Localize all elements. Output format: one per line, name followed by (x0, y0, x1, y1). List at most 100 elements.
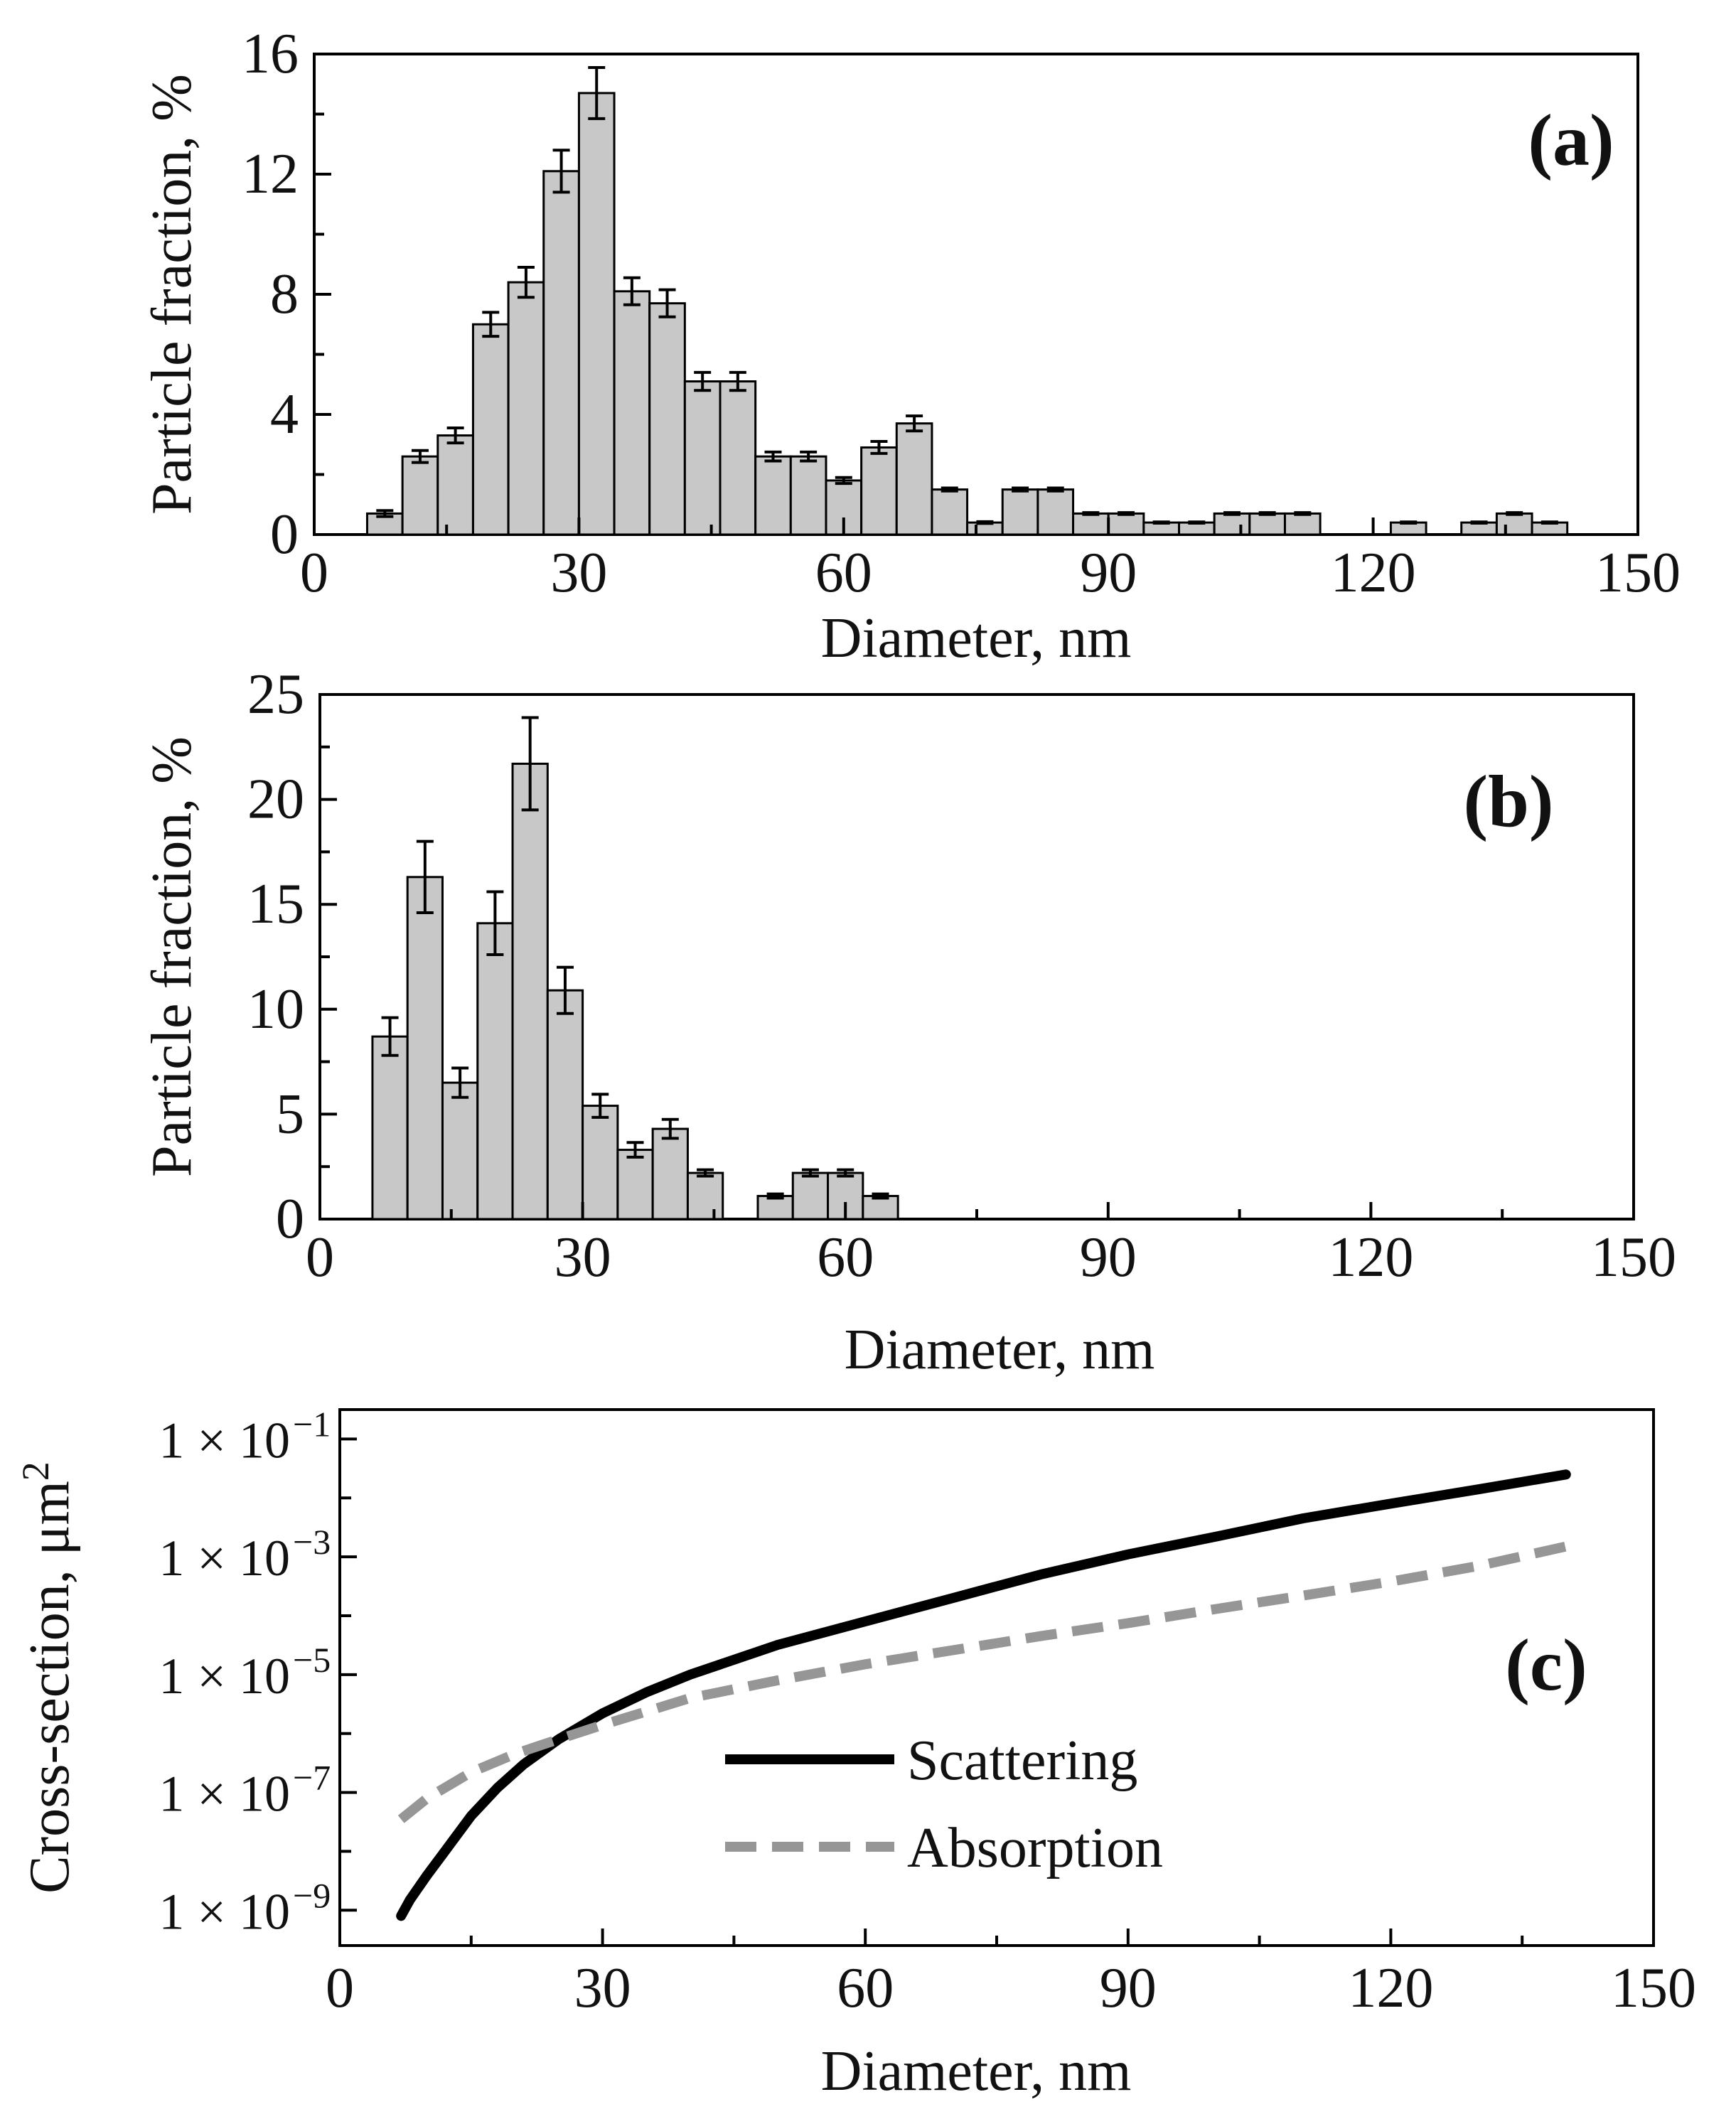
x-tick-label: 150 (1595, 542, 1681, 604)
histogram-bar (683, 380, 722, 536)
y-tick-label: 1 × 10 (159, 1766, 290, 1823)
x-tick-label: 0 (326, 1957, 354, 2019)
x-tick-label: 120 (1348, 1957, 1433, 2019)
x-tick-label: 150 (1611, 1957, 1696, 2019)
histogram-bar (613, 290, 651, 536)
panel-b-histogram: 0 30 60 90 120 150 0 5 10 15 20 25 Diameter, nm Pa… (141, 663, 1676, 1381)
histogram-bar (719, 380, 757, 536)
y-tick-label: 1 × 10 (159, 1412, 290, 1469)
histogram-bar (542, 170, 580, 536)
histogram-bar (577, 92, 616, 536)
histogram-bar (754, 455, 792, 536)
y-tick-label: 0 (270, 503, 299, 566)
histogram-bar (406, 876, 444, 1221)
histogram-bar (1001, 488, 1039, 536)
panel-b-x-ticks: 0 30 60 90 120 150 (306, 1202, 1676, 1289)
panel-c-x-axis-label: Diameter, nm (821, 2040, 1132, 2103)
y-tick-exponent: −1 (293, 1404, 331, 1444)
panel-a-y-axis-label: Particle fraction, % (141, 74, 203, 515)
x-tick-label: 60 (817, 1226, 874, 1289)
panel-b-bars (371, 762, 899, 1221)
panel-c-legend: Scattering Absorption (725, 1729, 1163, 1879)
panel-a-histogram: 0 30 60 90 120 150 0 4 8 12 16 Diameter, nm Parti… (141, 23, 1681, 670)
histogram-bar (471, 323, 510, 536)
legend-scattering-label: Scattering (907, 1729, 1137, 1792)
histogram-bar (507, 281, 545, 536)
histogram-bar (1036, 488, 1075, 536)
x-tick-label: 0 (306, 1226, 334, 1289)
y-tick-label: 10 (247, 978, 304, 1041)
histogram-bar (1283, 512, 1322, 536)
y-tick-exponent: −5 (293, 1640, 331, 1680)
histogram-bar (789, 455, 827, 536)
panel-a-error-bars (376, 66, 1558, 525)
histogram-bar (1495, 512, 1533, 536)
y-tick-label: 16 (242, 23, 299, 85)
y-tick-label: 8 (270, 263, 299, 326)
x-tick-label: 150 (1591, 1226, 1676, 1289)
panel-b-y-ticks: 0 5 10 15 20 25 (247, 663, 337, 1250)
x-tick-label: 60 (837, 1957, 894, 2019)
histogram-bar (1213, 512, 1251, 536)
x-tick-label: 90 (1100, 1957, 1157, 2019)
histogram-bar (582, 1105, 619, 1221)
panel-a-y-ticks: 0 4 8 12 16 (242, 23, 331, 566)
histogram-bar (651, 1127, 689, 1221)
y-tick-exponent: −3 (293, 1522, 331, 1562)
histogram-bar (686, 1171, 724, 1221)
y-tick-exponent: −7 (293, 1758, 331, 1798)
histogram-bar (616, 1149, 654, 1221)
histogram-bar (1072, 512, 1110, 536)
histogram-bar (1248, 512, 1286, 536)
histogram-bar (476, 922, 514, 1221)
panel-b-x-axis-label: Diameter, nm (845, 1319, 1155, 1381)
y-tick-label: 1 × 10 (159, 1530, 290, 1587)
panel-c-x-ticks: 0 30 60 90 120 150 (326, 1928, 1696, 2019)
y-tick-exponent: −9 (293, 1875, 331, 1915)
x-tick-label: 0 (300, 542, 328, 604)
x-tick-label: 90 (1080, 1226, 1137, 1289)
panel-a-label: (a) (1528, 100, 1614, 181)
histogram-bar (756, 1195, 794, 1221)
y-tick-label: 12 (242, 143, 299, 205)
histogram-bar (648, 302, 686, 536)
panel-c-series-lines (396, 1469, 1571, 1921)
series-line-absorption (397, 1541, 1568, 1823)
histogram-bar (895, 422, 933, 536)
panel-c-y-axis-label: Cross-section, μm2 (14, 1461, 81, 1894)
panel-c-y-axis-label-text: Cross-section, μm (18, 1481, 81, 1894)
y-tick-label: 15 (247, 873, 304, 935)
histogram-bar (401, 455, 439, 536)
x-tick-label: 60 (815, 542, 872, 604)
y-tick-label: 0 (276, 1188, 304, 1250)
x-tick-label: 30 (574, 1957, 631, 2019)
panel-a-x-ticks: 0 30 60 90 120 150 (300, 517, 1681, 604)
panel-c-y-axis-label-superscript: 2 (14, 1461, 57, 1481)
histogram-bar (546, 989, 584, 1221)
x-tick-label: 30 (550, 542, 607, 604)
panel-c-cross-section: 0 30 60 90 120 150 1 × 10 −91 × 10 −71 × 10 −51 … (14, 1404, 1696, 2103)
histogram-bar (511, 762, 549, 1221)
panel-b-y-axis-label: Particle fraction, % (141, 736, 203, 1177)
histogram-bar (441, 1081, 479, 1221)
y-tick-label: 4 (270, 383, 299, 446)
histogram-bar (860, 446, 898, 536)
y-tick-label: 5 (276, 1083, 304, 1145)
y-tick-label: 1 × 10 (159, 1883, 290, 1940)
histogram-bar (371, 1035, 409, 1221)
histogram-bar (1107, 512, 1145, 536)
x-tick-label: 30 (554, 1226, 611, 1289)
panel-c-y-ticks: 1 × 10 −91 × 10 −71 × 10 −51 × 10 −31 × 10 −1 (159, 1404, 357, 1940)
y-tick-label: 25 (247, 663, 304, 726)
series-line-scattering (396, 1469, 1571, 1921)
x-tick-label: 120 (1328, 1226, 1413, 1289)
histogram-bar (436, 434, 474, 536)
panel-a-x-axis-label: Diameter, nm (821, 607, 1132, 670)
histogram-bar (791, 1171, 830, 1221)
panel-b-error-bars (381, 716, 889, 1200)
panel-c-label: (c) (1505, 1624, 1587, 1706)
panel-b-label: (b) (1463, 761, 1553, 842)
panel-a-bars (365, 92, 1569, 536)
histogram-bar (931, 488, 969, 536)
